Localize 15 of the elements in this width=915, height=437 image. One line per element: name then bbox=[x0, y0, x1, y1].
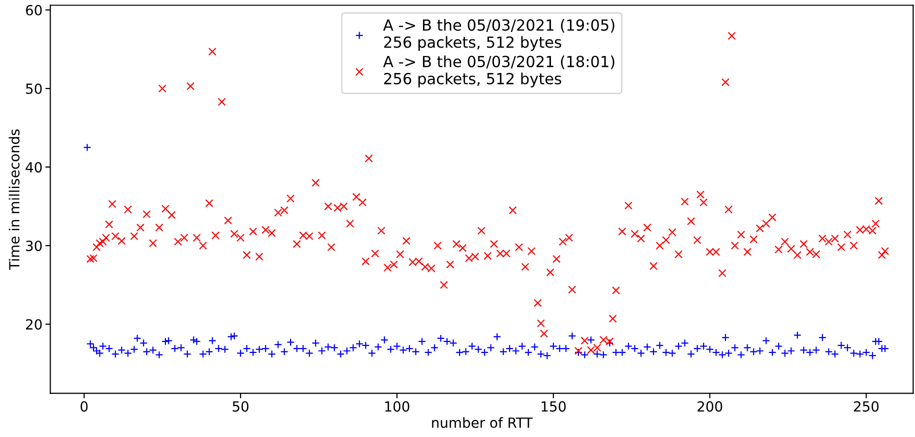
x-tick-label: 150 bbox=[542, 401, 566, 412]
y-tick-label: 50 bbox=[26, 83, 42, 94]
x-tick-label: 100 bbox=[385, 401, 410, 412]
legend-label: A -> B the 05/03/2021 (18:01) 256 packets, 512 bytes bbox=[383, 55, 614, 88]
y-tick-label: 30 bbox=[26, 240, 42, 252]
y-tick-label: 40 bbox=[26, 162, 42, 173]
x-tick-label: 50 bbox=[232, 401, 248, 412]
x-tick-label: 0 bbox=[80, 401, 88, 412]
y-tick-label: 60 bbox=[26, 4, 42, 16]
x-axis-title: number of RTT bbox=[432, 417, 533, 428]
y-axis-title: Time in milliseconds bbox=[8, 129, 20, 270]
x-tick-label: 200 bbox=[698, 401, 722, 412]
legend-label: A -> B the 05/03/2021 (19:05) 256 packets, 512 bytes bbox=[383, 18, 614, 51]
y-tick-label: 20 bbox=[26, 319, 42, 330]
x-tick-label: 250 bbox=[854, 401, 879, 412]
